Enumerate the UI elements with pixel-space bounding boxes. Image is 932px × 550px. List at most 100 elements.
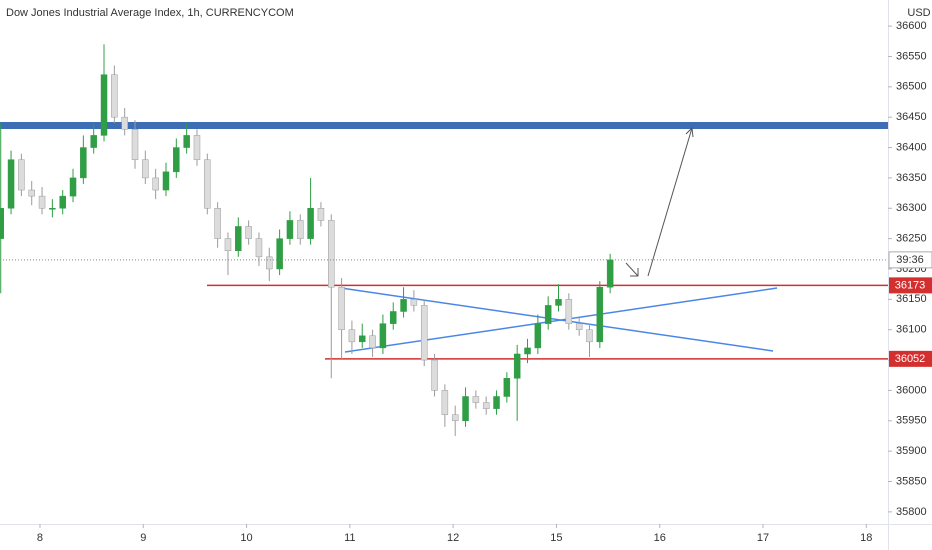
candle-body xyxy=(266,256,273,270)
candle-body xyxy=(193,135,201,160)
y-tick-label: 36300 xyxy=(896,202,927,214)
candle-body xyxy=(358,335,366,343)
level-label: 36052 xyxy=(895,353,926,365)
candle-body xyxy=(482,402,490,409)
chart-title: Dow Jones Industrial Average Index, 1h, … xyxy=(6,7,294,19)
candle-body xyxy=(431,359,438,391)
candle-body xyxy=(111,74,118,118)
x-tick-label: 10 xyxy=(240,532,252,544)
candle-body xyxy=(328,220,335,288)
candle-body xyxy=(420,305,428,361)
candle-body xyxy=(59,195,66,209)
candle-body xyxy=(338,286,345,330)
candle-body xyxy=(555,299,562,306)
y-tick-label: 36100 xyxy=(896,324,927,336)
candle-body xyxy=(534,323,542,349)
candle-body xyxy=(100,74,108,136)
candle-body xyxy=(317,208,325,221)
candle-body xyxy=(90,135,97,148)
y-tick-label: 36150 xyxy=(896,293,927,305)
candle-body xyxy=(297,220,304,239)
candle-body xyxy=(513,353,521,379)
y-tick-label: 36400 xyxy=(896,141,927,153)
y-tick-label: 36350 xyxy=(896,172,927,184)
countdown-label: 39:36 xyxy=(896,254,924,266)
candle-body xyxy=(544,305,552,324)
candle-body xyxy=(142,159,149,179)
candle-body xyxy=(389,311,397,324)
candle-body xyxy=(565,299,573,324)
candle-body xyxy=(18,159,25,191)
x-tick-label: 16 xyxy=(654,532,666,544)
pullback-arrowhead xyxy=(630,268,639,277)
level-label-box xyxy=(889,350,932,367)
candle-body xyxy=(121,116,128,130)
y-tick-label: 35900 xyxy=(896,445,927,457)
candle-body xyxy=(183,135,190,148)
projection-arrowhead xyxy=(685,126,694,138)
candle-body xyxy=(379,323,387,349)
y-tick-label: 36500 xyxy=(896,81,927,93)
trend-line xyxy=(344,287,778,353)
y-tick-label: 36600 xyxy=(896,20,927,32)
candle-body xyxy=(441,390,449,415)
x-tick-label: 18 xyxy=(860,532,872,544)
candle-body xyxy=(69,177,77,197)
y-tick-label: 36450 xyxy=(896,111,927,123)
y-tick-label: 35800 xyxy=(896,506,927,518)
x-tick-label: 11 xyxy=(344,532,355,544)
y-tick-label: 36250 xyxy=(896,233,927,245)
trend-line xyxy=(340,287,774,352)
candle-body xyxy=(451,414,459,422)
projection-arrow xyxy=(647,127,693,277)
candle-body xyxy=(586,329,593,343)
candle-body xyxy=(152,177,159,191)
candle-body xyxy=(245,226,252,239)
candle-body xyxy=(596,286,604,343)
x-tick-label: 15 xyxy=(550,532,562,544)
y-tick-label: 35950 xyxy=(896,415,927,427)
candle-body xyxy=(606,259,614,288)
candle-body xyxy=(235,226,242,252)
candle-body xyxy=(173,147,180,173)
candle-body xyxy=(410,299,418,306)
candle-body xyxy=(38,195,46,209)
candle-body xyxy=(7,159,15,209)
candle-body xyxy=(286,220,294,239)
candle-body xyxy=(214,208,221,239)
candle-body xyxy=(0,208,4,239)
candle-body xyxy=(49,208,56,210)
resistance-zone xyxy=(0,122,888,129)
candle-body xyxy=(162,171,170,191)
candle-body xyxy=(400,299,407,312)
candle-body xyxy=(204,159,211,209)
y-tick-label: 36550 xyxy=(896,50,927,62)
countdown-box xyxy=(888,251,932,269)
candle-body xyxy=(348,329,356,343)
candle-body xyxy=(503,378,511,397)
candle-body xyxy=(524,347,531,355)
plot xyxy=(0,44,888,436)
candle-body xyxy=(255,238,263,258)
candle-body xyxy=(462,396,469,422)
candle-body xyxy=(472,396,480,403)
candle-body xyxy=(80,147,87,179)
candle-body xyxy=(131,129,139,160)
y-tick-label: 35850 xyxy=(896,475,927,487)
candle-body xyxy=(575,323,583,330)
level-label-box xyxy=(889,277,932,294)
candle-body xyxy=(28,189,35,197)
pullback-arrow xyxy=(625,262,639,277)
currency-label: USD xyxy=(907,7,930,19)
candle-body xyxy=(493,396,500,409)
x-tick-label: 17 xyxy=(757,532,769,544)
y-tick-label: 36000 xyxy=(896,384,927,396)
candle-body xyxy=(307,208,314,239)
candle-body xyxy=(276,238,283,270)
x-tick-label: 12 xyxy=(447,532,459,544)
level-label: 36173 xyxy=(895,279,926,291)
x-tick-label: 9 xyxy=(140,532,146,544)
x-tick-label: 8 xyxy=(37,532,43,544)
